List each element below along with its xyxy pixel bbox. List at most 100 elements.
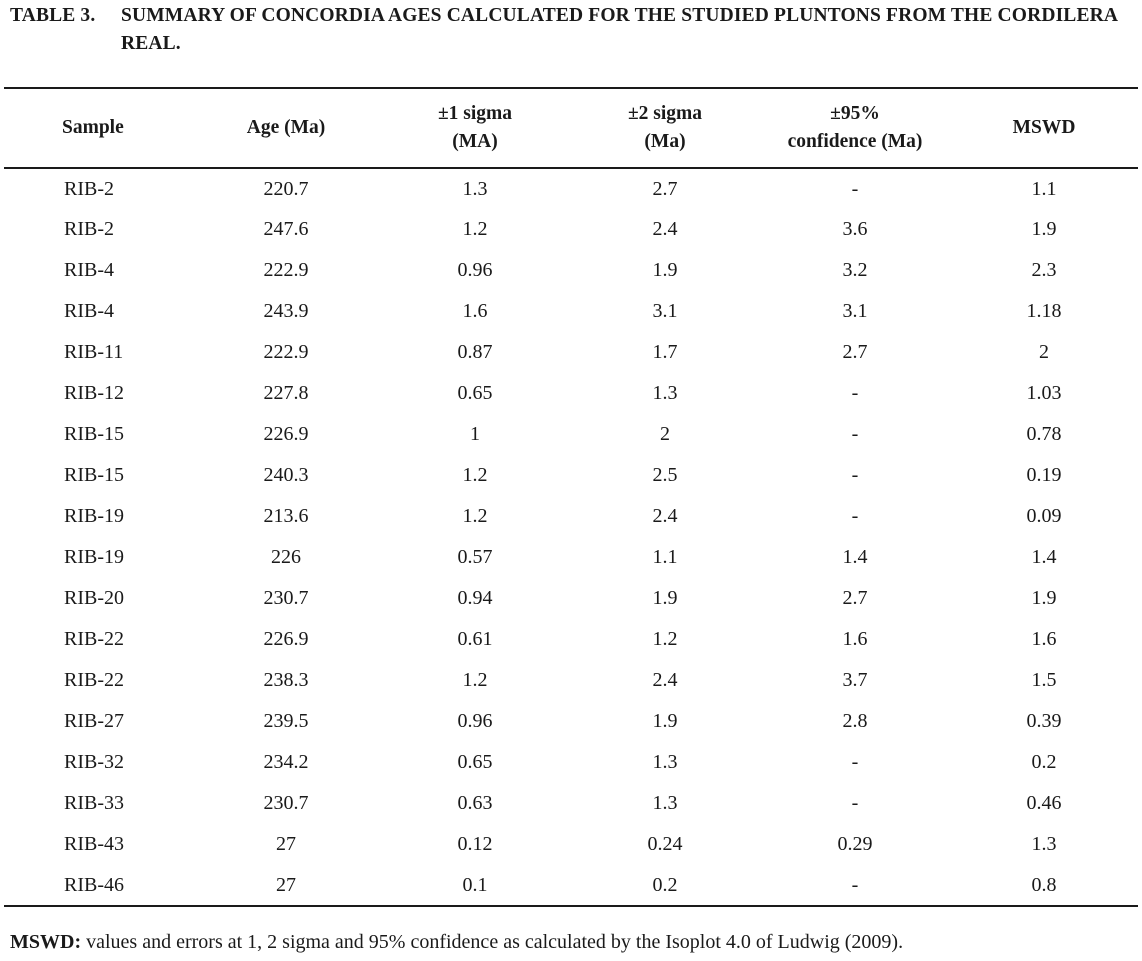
cell-sigma1: 0.96 [457,710,493,732]
cell-age: 213.6 [263,505,309,527]
cell-sigma2: 2 [660,423,670,445]
cell-mswd: 0.78 [1026,423,1062,445]
cell-age: 243.9 [263,300,309,322]
cell-conf95: 1.6 [842,628,868,650]
cell-sigma1: 1.2 [462,464,488,486]
cell-sigma1: 0.65 [457,382,493,404]
header-sample: Sample [4,88,192,168]
cell-age: 226 [271,546,301,568]
table-row: RIB-33 230.7 0.63 1.3 - 0.46 [4,783,1138,824]
cell-age: 226.9 [263,423,309,445]
cell-conf95: - [851,177,859,200]
cell-sigma2: 1.1 [652,546,678,568]
footnote-text: values and errors at 1, 2 sigma and 95% … [81,931,904,953]
cell-mswd: 1.03 [1026,382,1062,404]
cell-sigma2: 1.9 [652,710,678,732]
cell-age: 230.7 [263,587,309,609]
cell-age: 239.5 [263,710,309,732]
header-95-line1: ±95% [830,103,880,124]
header-sample-line1: Sample [62,117,124,138]
cell-conf95: 2.7 [842,587,868,609]
cell-sigma1: 0.96 [457,259,493,281]
table-row: RIB-22 226.9 0.61 1.2 1.6 1.6 [4,619,1138,660]
cell-mswd: 1.9 [1031,587,1057,609]
cell-sigma2: 1.7 [652,341,678,363]
cell-age: 234.2 [263,751,309,773]
cell-mswd: 1.4 [1031,546,1057,568]
cell-sigma1: 0.94 [457,587,493,609]
cell-conf95: - [760,865,950,907]
cell-conf95: 1.4 [842,546,868,568]
cell-sigma1: 0.63 [457,792,493,814]
cell-conf95: - [851,464,859,486]
cell-sigma1: 1.2 [462,218,488,240]
cell-mswd: 1.1 [1031,177,1057,200]
cell-mswd: 0.19 [1026,464,1062,486]
cell-mswd: 2.3 [1031,259,1057,281]
cell-sample: RIB-33 [64,792,124,814]
table-row: RIB-15 240.3 1.2 2.5 - 0.19 [4,455,1138,496]
cell-sample: RIB-46 [4,865,192,907]
cell-sample: RIB-4 [64,300,114,322]
table-row: RIB-19 213.6 1.2 2.4 - 0.09 [4,496,1138,537]
table-row: RIB-4 222.9 0.96 1.9 3.2 2.3 [4,250,1138,291]
header-1sigma-line2: (MA) [452,131,498,152]
cell-conf95: 3.7 [842,669,868,691]
cell-mswd: 1.6 [1031,628,1057,650]
table-row: RIB-12 227.8 0.65 1.3 - 1.03 [4,373,1138,414]
cell-sigma1: 0.1 [380,865,570,907]
cell-mswd: 0.2 [1031,751,1057,773]
header-mswd: MSWD [950,88,1138,168]
data-table-container: Sample Age (Ma) ±1 sigma (MA) ±2 sigma (… [4,87,1138,907]
concordia-ages-table: Sample Age (Ma) ±1 sigma (MA) ±2 sigma (… [4,87,1138,907]
cell-sigma1: 1.2 [462,669,488,691]
table-row: RIB-22 238.3 1.2 2.4 3.7 1.5 [4,660,1138,701]
cell-conf95: 3.1 [842,300,868,322]
header-95-line2: confidence (Ma) [787,131,923,152]
cell-age: 247.6 [263,218,309,240]
table-footnote: MSWD: values and errors at 1, 2 sigma an… [10,931,903,954]
table-row: RIB-27 239.5 0.96 1.9 2.8 0.39 [4,701,1138,742]
cell-sigma2: 2.4 [652,218,678,240]
table-body: RIB-2 220.7 1.3 2.7 - 1.1 RIB-2 247.6 1.2 2.4 3.6 1… [4,168,1138,907]
cell-sample: RIB-22 [64,628,124,650]
table-title: SUMMARY OF CONCORDIA AGES CALCULATED FOR… [121,5,1118,54]
cell-sigma2: 3.1 [652,300,678,322]
cell-sigma2: 2.4 [652,505,678,527]
table-row: RIB-46 27 0.1 0.2-0.8 [4,865,1138,907]
cell-sigma2: 2.5 [652,464,678,486]
cell-sigma1: 1 [470,423,480,445]
table-row: RIB-20 230.7 0.94 1.9 2.7 1.9 [4,578,1138,619]
cell-sigma2: 1.9 [652,587,678,609]
cell-sigma1: 1.6 [462,300,488,322]
cell-sigma1: 1.2 [462,505,488,527]
cell-age: 27 [192,865,380,907]
cell-sample: RIB-27 [64,710,124,732]
cell-sample: RIB-2 [64,218,114,240]
cell-mswd: 0.09 [1026,505,1062,527]
cell-sample: RIB-22 [64,669,124,691]
header-95-confidence: ±95% confidence (Ma) [760,88,950,168]
cell-sigma2: 1.2 [652,628,678,650]
cell-mswd: 1.18 [1026,300,1062,322]
cell-sample: RIB-20 [64,587,124,609]
cell-sigma1: 0.61 [457,628,493,650]
header-2sigma-line1: ±2 sigma [627,103,703,124]
cell-sigma1: 0.57 [457,546,493,568]
cell-conf95: 2.7 [842,341,868,363]
table-row: RIB-32 234.2 0.65 1.3 - 0.2 [4,742,1138,783]
table-caption: TABLE 3. SUMMARY OF CONCORDIA AGES CALCU… [10,2,1135,58]
cell-mswd: 0.46 [1026,792,1062,814]
cell-conf95: 3.6 [842,218,868,240]
table-row: RIB-2 220.7 1.3 2.7 - 1.1 [4,168,1138,209]
cell-sigma2: 0.2 [570,865,760,907]
cell-sample: RIB-12 [64,382,124,404]
cell-sample: RIB-4 [64,259,114,281]
cell-sample: RIB-15 [64,464,124,486]
header-2sigma: ±2 sigma (Ma) [570,88,760,168]
header-row: Sample Age (Ma) ±1 sigma (MA) ±2 sigma (… [4,88,1138,168]
cell-sigma2: 2.4 [652,669,678,691]
cell-sigma2: 1.3 [652,792,678,814]
cell-sample: RIB-43 [64,833,124,855]
header-2sigma-line2: (Ma) [644,131,686,152]
